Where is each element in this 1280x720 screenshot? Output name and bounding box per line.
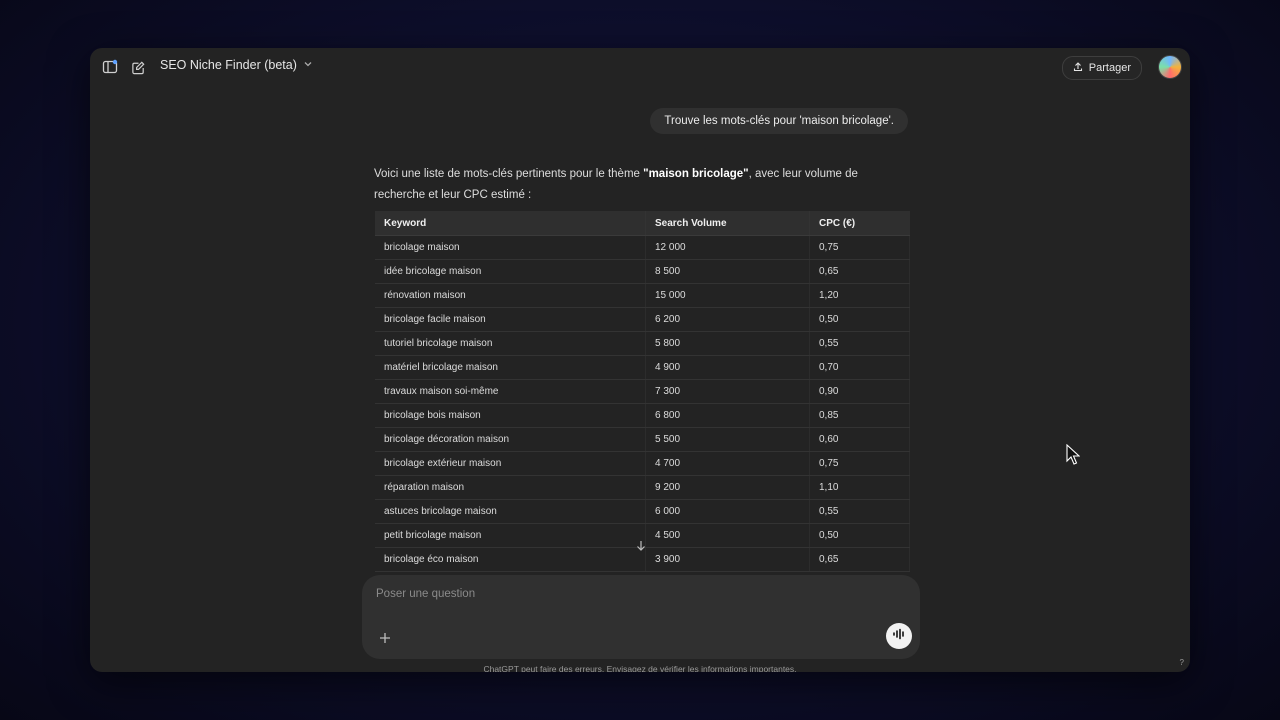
- header-search-volume: Search Volume: [645, 211, 810, 236]
- cell-keyword: matériel bricolage maison: [375, 355, 646, 380]
- cell-search-volume: 9 200: [645, 475, 810, 500]
- top-bar: SEO Niche Finder (beta) Partager: [90, 48, 1190, 86]
- table-row: bricolage maison 12 000 0,75: [375, 235, 910, 260]
- table-row: bricolage éco maison 3 900 0,65: [375, 547, 910, 572]
- cell-keyword: astuces bricolage maison: [375, 499, 646, 524]
- header-cpc: CPC (€): [809, 211, 910, 236]
- cell-search-volume: 6 800: [645, 403, 810, 428]
- cell-keyword: bricolage maison: [375, 235, 646, 260]
- cell-cpc: 0,65: [809, 547, 910, 572]
- cell-cpc: 0,50: [809, 523, 910, 548]
- cell-search-volume: 6 200: [645, 307, 810, 332]
- assistant-intro-bold: "maison bricolage": [643, 168, 749, 180]
- cell-cpc: 0,60: [809, 427, 910, 452]
- cell-cpc: 0,75: [809, 235, 910, 260]
- cell-search-volume: 5 800: [645, 331, 810, 356]
- model-title: SEO Niche Finder (beta): [160, 58, 297, 72]
- cell-keyword: idée bricolage maison: [375, 259, 646, 284]
- user-message: Trouve les mots-clés pour 'maison bricol…: [650, 108, 908, 134]
- table-row: bricolage bois maison 6 800 0,85: [375, 403, 910, 428]
- cell-keyword: bricolage bois maison: [375, 403, 646, 428]
- table-row: petit bricolage maison 4 500 0,50: [375, 523, 910, 548]
- model-selector[interactable]: SEO Niche Finder (beta): [160, 58, 313, 72]
- voice-mode-button[interactable]: [886, 623, 912, 649]
- question-input[interactable]: [374, 583, 878, 605]
- table-row: réparation maison 9 200 1,10: [375, 475, 910, 500]
- cell-keyword: bricolage facile maison: [375, 307, 646, 332]
- disclaimer: ChatGPT peut faire des erreurs. Envisage…: [483, 664, 797, 672]
- cell-search-volume: 15 000: [645, 283, 810, 308]
- cell-cpc: 0,55: [809, 331, 910, 356]
- keyword-table: Keyword Search Volume CPC (€) bricolage …: [375, 211, 910, 572]
- cell-cpc: 0,75: [809, 451, 910, 476]
- cell-cpc: 1,20: [809, 283, 910, 308]
- cell-keyword: tutoriel bricolage maison: [375, 331, 646, 356]
- table-row: matériel bricolage maison 4 900 0,70: [375, 355, 910, 380]
- chat-window: SEO Niche Finder (beta) Partager Trouve …: [90, 48, 1190, 672]
- table-row: idée bricolage maison 8 500 0,65: [375, 259, 910, 284]
- table-row: bricolage extérieur maison 4 700 0,75: [375, 451, 910, 476]
- cell-search-volume: 5 500: [645, 427, 810, 452]
- composer: [362, 575, 920, 659]
- cell-search-volume: 6 000: [645, 499, 810, 524]
- cell-keyword: bricolage décoration maison: [375, 427, 646, 452]
- cell-search-volume: 12 000: [645, 235, 810, 260]
- cell-keyword: rénovation maison: [375, 283, 646, 308]
- avatar[interactable]: [1158, 55, 1182, 79]
- cell-cpc: 0,90: [809, 379, 910, 404]
- cell-search-volume: 8 500: [645, 259, 810, 284]
- sidebar-toggle-icon[interactable]: [100, 57, 120, 77]
- plus-icon[interactable]: [374, 627, 396, 649]
- help-icon[interactable]: ?: [1179, 658, 1184, 667]
- cell-keyword: bricolage extérieur maison: [375, 451, 646, 476]
- cell-search-volume: 4 500: [645, 523, 810, 548]
- header-keyword: Keyword: [375, 211, 646, 236]
- table-row: bricolage facile maison 6 200 0,50: [375, 307, 910, 332]
- cell-cpc: 0,85: [809, 403, 910, 428]
- cell-keyword: petit bricolage maison: [375, 523, 646, 548]
- table-row: bricolage décoration maison 5 500 0,60: [375, 427, 910, 452]
- cell-cpc: 1,10: [809, 475, 910, 500]
- cell-search-volume: 4 700: [645, 451, 810, 476]
- cell-keyword: bricolage éco maison: [375, 547, 646, 572]
- cell-cpc: 0,70: [809, 355, 910, 380]
- cell-cpc: 0,55: [809, 499, 910, 524]
- table-row: tutoriel bricolage maison 5 800 0,55: [375, 331, 910, 356]
- cell-cpc: 0,65: [809, 259, 910, 284]
- cell-keyword: travaux maison soi-même: [375, 379, 646, 404]
- share-icon: [1073, 61, 1083, 75]
- waveform-icon: [892, 627, 906, 645]
- table-row: travaux maison soi-même 7 300 0,90: [375, 379, 910, 404]
- new-chat-icon[interactable]: [128, 57, 148, 77]
- cell-search-volume: 4 900: [645, 355, 810, 380]
- chevron-down-icon: [303, 59, 313, 72]
- cell-keyword: réparation maison: [375, 475, 646, 500]
- assistant-intro-text: Voici une liste de mots-clés pertinents …: [374, 168, 644, 180]
- assistant-intro-text-end: , avec leur volume de recherche et leur …: [374, 168, 858, 201]
- scroll-down-icon[interactable]: [636, 540, 646, 555]
- cell-search-volume: 7 300: [645, 379, 810, 404]
- share-label: Partager: [1088, 62, 1131, 74]
- table-row: astuces bricolage maison 6 000 0,55: [375, 499, 910, 524]
- assistant-message: Voici une liste de mots-clés pertinents …: [374, 164, 909, 206]
- share-button[interactable]: Partager: [1061, 56, 1142, 80]
- table-row: rénovation maison 15 000 1,20: [375, 283, 910, 308]
- cell-cpc: 0,50: [809, 307, 910, 332]
- cell-search-volume: 3 900: [645, 547, 810, 572]
- mouse-cursor-icon: [1066, 443, 1081, 466]
- table-header-row: Keyword Search Volume CPC (€): [375, 211, 910, 236]
